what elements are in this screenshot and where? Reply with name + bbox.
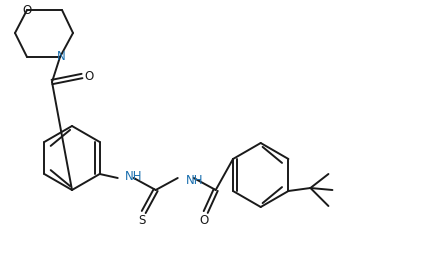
Text: O: O bbox=[23, 4, 32, 16]
Text: O: O bbox=[199, 213, 208, 227]
Text: NH: NH bbox=[186, 174, 203, 186]
Text: O: O bbox=[84, 69, 94, 83]
Text: NH: NH bbox=[125, 170, 142, 182]
Text: N: N bbox=[57, 50, 65, 64]
Text: S: S bbox=[138, 213, 145, 227]
